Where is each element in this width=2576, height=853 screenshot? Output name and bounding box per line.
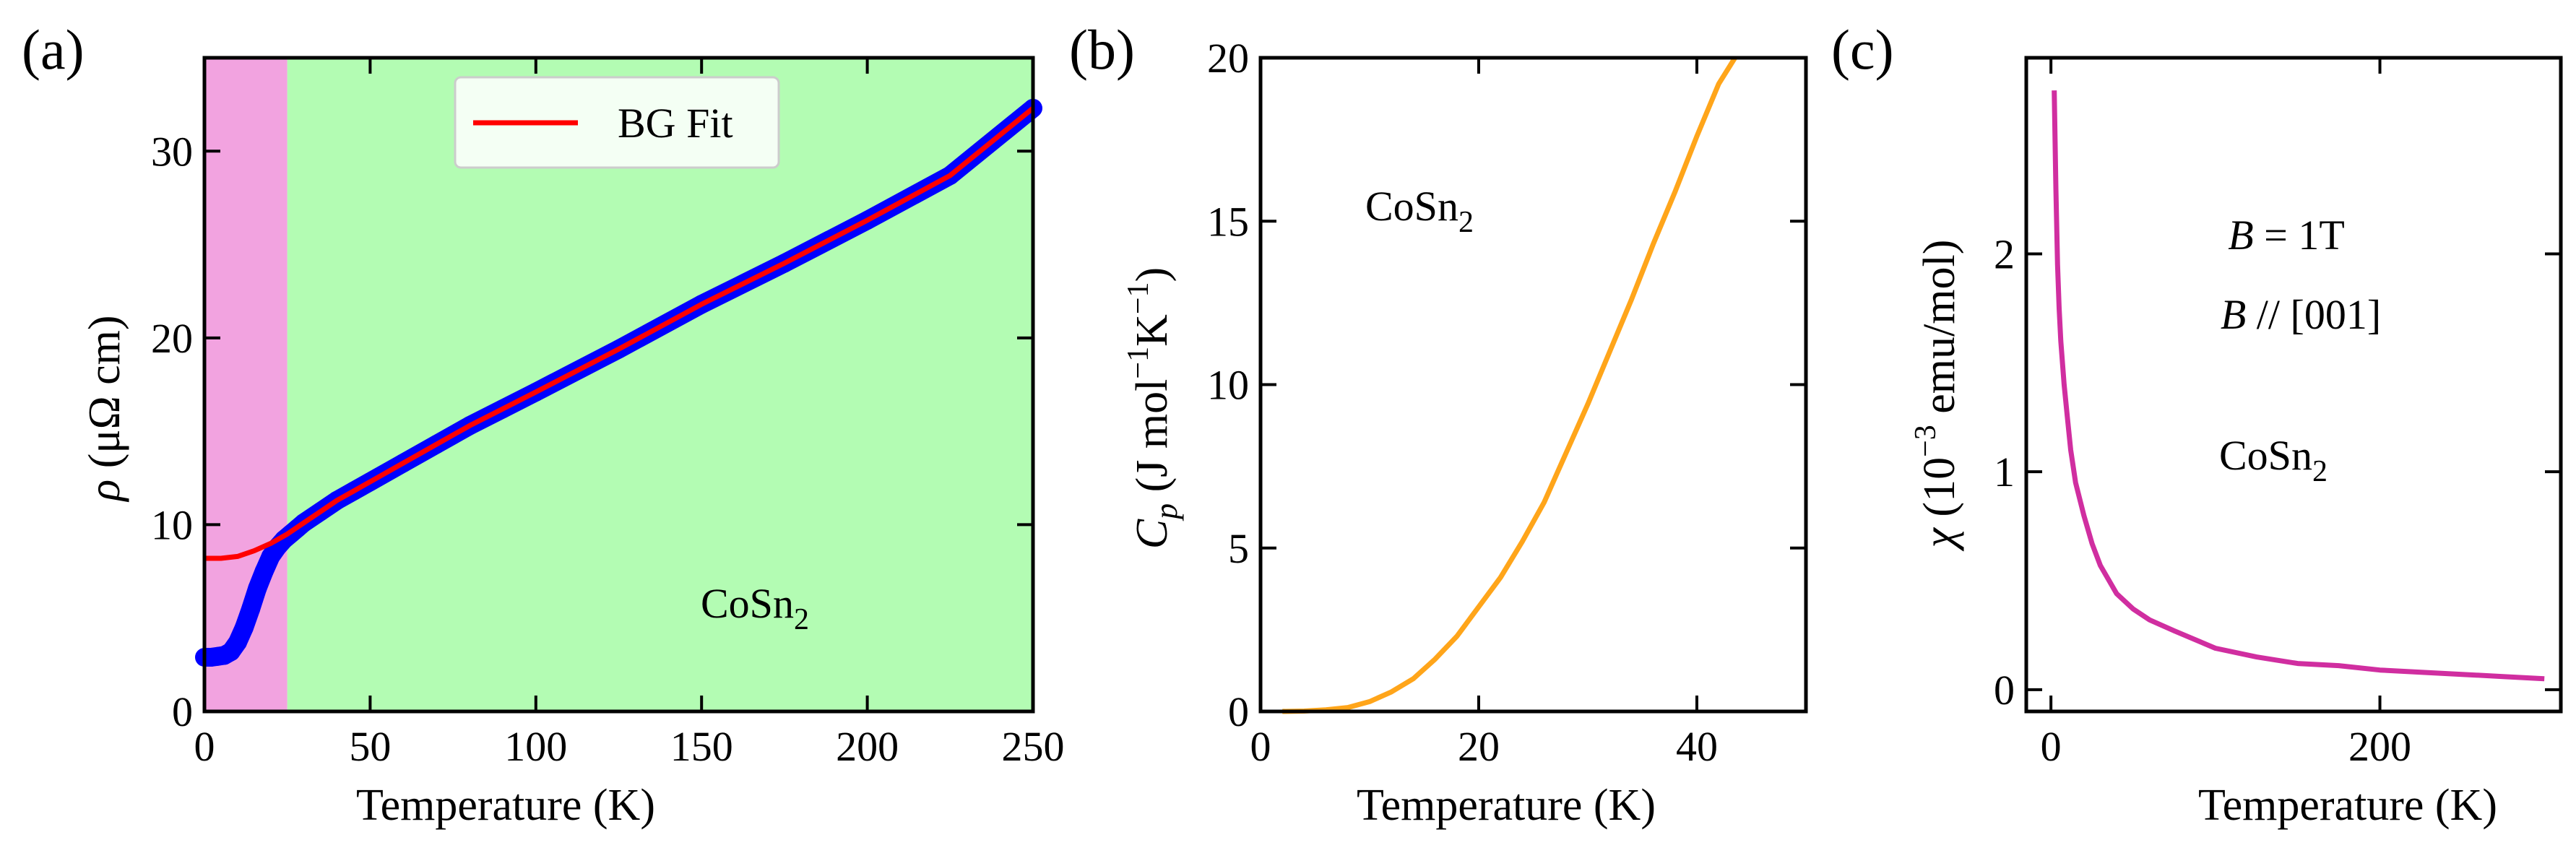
- y-tick-label: 10: [1207, 362, 1249, 409]
- susceptibility-series: [2052, 90, 2545, 682]
- x-tick-label: 200: [2348, 723, 2411, 770]
- x-tick-label: 0: [1250, 723, 1271, 770]
- panel-c-frame: [2024, 56, 2563, 714]
- direction-annotation: B // [001]: [2221, 291, 2381, 338]
- susceptibility-line: [2052, 90, 2545, 682]
- bg-fit-line: [204, 106, 1035, 561]
- legend-fit-label: BG Fit: [618, 100, 733, 147]
- resistivity-series: [195, 98, 1042, 667]
- panel-b-label: (b): [1069, 18, 1135, 81]
- y-tick-label: 10: [151, 501, 193, 548]
- panel-c: 0 200 0 1 2 B = 1T B // [001] CoSn2 (c) Temp…: [1831, 18, 2563, 830]
- panel-c-compound: CoSn2: [2219, 432, 2328, 488]
- x-tick-label: 250: [1002, 723, 1065, 770]
- x-tick-label: 40: [1676, 723, 1718, 770]
- y-tick-label: 20: [1207, 35, 1249, 82]
- panel-a-compound: CoSn2: [701, 580, 809, 636]
- panel-a-ticks: 0 50 100 150 200 250 0 10 20 30: [151, 58, 1065, 770]
- panel-c-ticks: 0 200 0 1 2: [1994, 58, 2561, 770]
- x-tick-label: 150: [670, 723, 733, 770]
- y-tick-label: 0: [172, 688, 193, 735]
- x-tick-label: 0: [194, 723, 215, 770]
- panel-b-xlabel: Temperature (K): [1357, 781, 1656, 830]
- field-annotation: B = 1T: [2228, 212, 2345, 259]
- panel-a-frame: [202, 56, 1035, 714]
- y-tick-label: 5: [1228, 525, 1249, 572]
- legend: BG Fit: [454, 76, 780, 169]
- resistivity-data-point: [248, 579, 267, 598]
- panel-b-compound: CoSn2: [1365, 183, 1474, 239]
- panel-a-label: (a): [22, 18, 85, 81]
- y-tick-label: 0: [1228, 688, 1249, 735]
- panel-a-ylabel: ρ (μΩ cm): [80, 315, 129, 502]
- panel-c-xlabel: Temperature (K): [2198, 781, 2497, 830]
- y-tick-label: 20: [151, 315, 193, 362]
- panel-b-ylabel: Cp (J mol−1K−1): [1122, 267, 1184, 549]
- panel-b-frame: [1258, 56, 1808, 714]
- x-tick-label: 100: [504, 723, 567, 770]
- panel-b-ticks: 0 20 40 0 5 10 15 20: [1207, 35, 1806, 770]
- panel-a-xlabel: Temperature (K): [356, 781, 655, 830]
- y-tick-label: 0: [1994, 667, 2015, 714]
- resistivity-data-point: [228, 633, 247, 652]
- x-tick-label: 200: [836, 723, 899, 770]
- resistivity-data-point: [235, 618, 254, 637]
- heat-capacity-series: [1282, 56, 1737, 714]
- resistivity-data-point: [241, 599, 261, 618]
- y-tick-label: 1: [1994, 449, 2015, 495]
- x-tick-label: 0: [2041, 723, 2062, 770]
- x-tick-label: 50: [349, 723, 391, 770]
- heat-capacity-line: [1282, 56, 1737, 714]
- y-tick-label: 2: [1994, 231, 2015, 278]
- panel-c-ylabel: χ (10−3 emu/mol): [1909, 240, 1964, 552]
- legend-box: [454, 76, 780, 169]
- x-tick-label: 20: [1458, 723, 1500, 770]
- y-tick-label: 30: [151, 128, 193, 175]
- panel-c-label: (c): [1831, 18, 1894, 81]
- y-tick-label: 15: [1207, 198, 1249, 245]
- resistivity-data-point: [254, 562, 274, 581]
